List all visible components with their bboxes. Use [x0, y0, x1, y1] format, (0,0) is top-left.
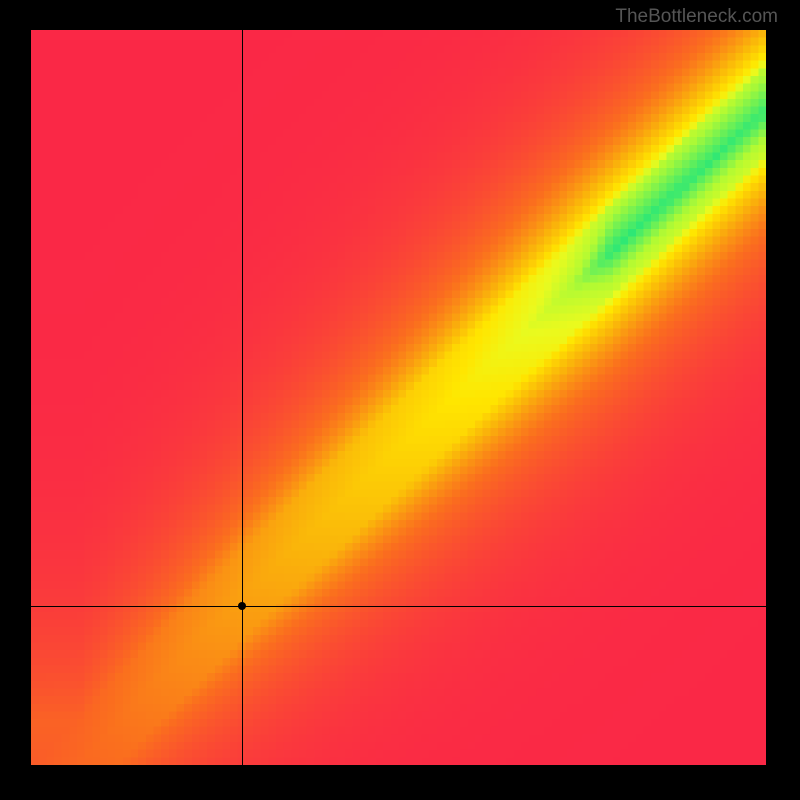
heatmap-plot — [31, 30, 766, 765]
crosshair-marker — [238, 602, 246, 610]
watermark-text: TheBottleneck.com — [615, 6, 778, 28]
crosshair-horizontal — [31, 606, 766, 607]
crosshair-vertical — [242, 30, 243, 765]
heatmap-canvas — [31, 30, 766, 765]
